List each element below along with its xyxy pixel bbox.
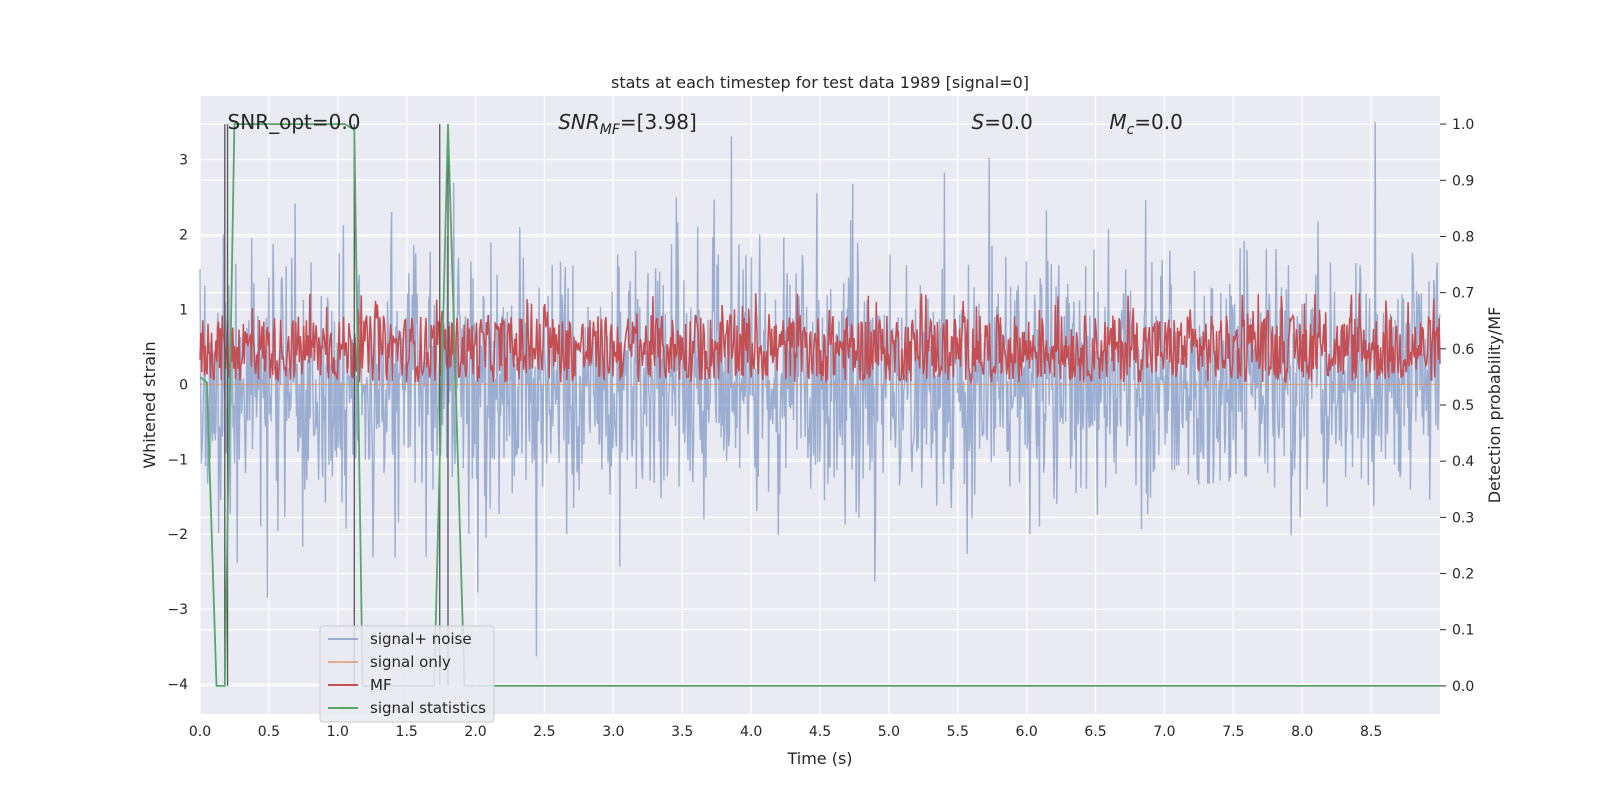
y-right-tick-label: 1.0 xyxy=(1452,117,1474,133)
annotations: SNR_opt=0.0 SNRMF=[3.98] S=0.0 Mc=0.0 xyxy=(228,110,1183,138)
legend-label-signal-noise: signal+ noise xyxy=(370,630,472,648)
y-right-tick-label: 0.9 xyxy=(1452,173,1474,189)
y-right-tick-label: 0.0 xyxy=(1452,679,1474,695)
x-tick-label: 5.5 xyxy=(947,724,969,740)
y-right-tick-label: 0.5 xyxy=(1452,398,1474,414)
y-ticks-left: −4 −3 −2 −1 0 1 2 3 xyxy=(167,153,188,693)
y-tick-label: −4 xyxy=(167,677,188,693)
vertical-markers xyxy=(224,124,449,686)
x-tick-label: 7.0 xyxy=(1153,724,1175,740)
legend-label-signal-statistics: signal statistics xyxy=(370,699,486,717)
signal-statistics-line xyxy=(199,123,1440,687)
x-tick-label: 1.5 xyxy=(396,724,418,740)
y-right-tick-label: 0.1 xyxy=(1452,623,1474,639)
y-tick-label: 3 xyxy=(179,153,188,169)
annotation: Mc=0.0 xyxy=(1109,110,1183,138)
x-tick-label: 3.0 xyxy=(602,724,624,740)
y-tick-label: −1 xyxy=(167,452,188,468)
series-signal-statistics xyxy=(199,123,1440,687)
x-tick-label: 2.5 xyxy=(533,724,555,740)
x-tick-label: 0.0 xyxy=(189,724,211,740)
mf-line xyxy=(199,293,1441,385)
y-tick-label: 2 xyxy=(179,228,188,244)
x-tick-label: 4.5 xyxy=(809,724,831,740)
x-tick-label: 7.5 xyxy=(1222,724,1244,740)
y-tick-label: −3 xyxy=(167,602,188,618)
y-tick-label: 0 xyxy=(179,377,188,393)
y-tick-label: 1 xyxy=(179,302,188,318)
x-tick-label: 4.0 xyxy=(740,724,762,740)
x-tick-label: 2.0 xyxy=(464,724,486,740)
x-tick-label: 8.0 xyxy=(1291,724,1313,740)
x-tick-label: 3.5 xyxy=(671,724,693,740)
x-tick-label: 1.0 xyxy=(327,724,349,740)
series-mf xyxy=(199,293,1441,385)
x-tick-label: 8.5 xyxy=(1360,724,1382,740)
y-tick-label: −2 xyxy=(167,527,188,543)
annotation: S=0.0 xyxy=(972,110,1033,134)
x-tick-label: 6.5 xyxy=(1084,724,1106,740)
y-right-tick-label: 0.4 xyxy=(1452,454,1474,470)
y-axis-label: Whitened strain xyxy=(140,341,159,468)
x-tick-label: 0.5 xyxy=(258,724,280,740)
x-ticks: 0.0 0.5 1.0 1.5 2.0 2.5 3.0 3.5 4.0 4.5 5.0 5.5 6.0 6… xyxy=(189,724,1382,740)
y-right-tick-label: 0.2 xyxy=(1452,567,1474,583)
x-tick-label: 5.0 xyxy=(878,724,900,740)
y-ticks-right: 0.0 0.1 0.2 0.3 0.4 0.5 0.6 0.7 0.8 0.9 1.0 xyxy=(1440,117,1474,695)
y-right-tick-label: 0.6 xyxy=(1452,342,1474,358)
legend-label-signal-only: signal only xyxy=(370,653,451,671)
chart-title: stats at each timestep for test data 198… xyxy=(611,73,1029,92)
legend: signal+ noise signal only MF signal stat… xyxy=(319,625,495,723)
legend-label-mf: MF xyxy=(370,676,392,694)
y-right-tick-label: 0.8 xyxy=(1452,229,1474,245)
annotation: SNR_opt=0.0 xyxy=(228,110,361,134)
y-right-tick-label: 0.7 xyxy=(1452,286,1474,302)
y-right-tick-label: 0.3 xyxy=(1452,510,1474,526)
x-tick-label: 6.0 xyxy=(1016,724,1038,740)
legend-box xyxy=(319,625,495,723)
annotation: SNRMF=[3.98] xyxy=(558,110,697,138)
y-axis-label-right: Detection probability/MF xyxy=(1485,307,1504,504)
x-axis-label: Time (s) xyxy=(786,749,852,768)
